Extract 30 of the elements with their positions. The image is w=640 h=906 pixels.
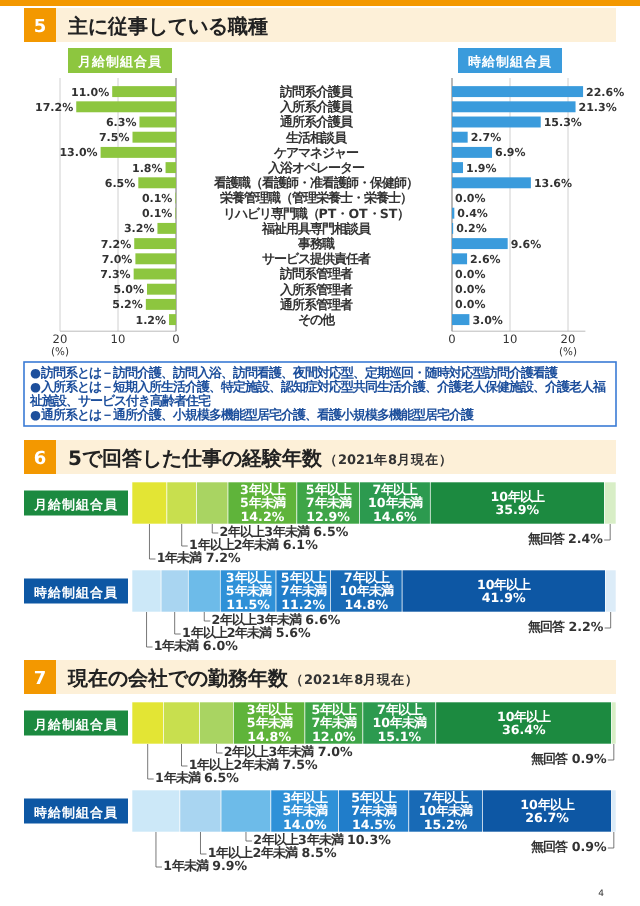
- bar: [76, 101, 176, 113]
- bar: [134, 238, 176, 250]
- bar: [169, 314, 176, 326]
- text: 5: [33, 18, 47, 38]
- text: 7: [33, 670, 47, 690]
- bar: [112, 86, 176, 98]
- bar: [452, 162, 464, 174]
- bar: [147, 283, 176, 295]
- bar: [452, 146, 493, 158]
- bar: [452, 86, 584, 98]
- bar: [157, 222, 176, 234]
- bar: [135, 253, 176, 265]
- bar: [165, 162, 176, 174]
- bar: [452, 238, 508, 250]
- text: 現在の会社での勤務年数: [66, 667, 290, 691]
- bar: [138, 177, 176, 189]
- text: 5で回答した仕事の経験年数: [68, 447, 324, 471]
- bar: [452, 116, 541, 128]
- bar: [452, 177, 531, 189]
- bar: [452, 314, 470, 326]
- bar: [133, 268, 176, 280]
- bar: [132, 131, 176, 143]
- text: 6: [33, 450, 47, 470]
- bar: [452, 253, 468, 265]
- bar: [145, 298, 176, 310]
- text: 主に従事している職種: [66, 15, 268, 39]
- bar: [100, 146, 176, 158]
- bar: [452, 101, 576, 113]
- bar: [139, 116, 176, 128]
- bar: [452, 131, 468, 143]
